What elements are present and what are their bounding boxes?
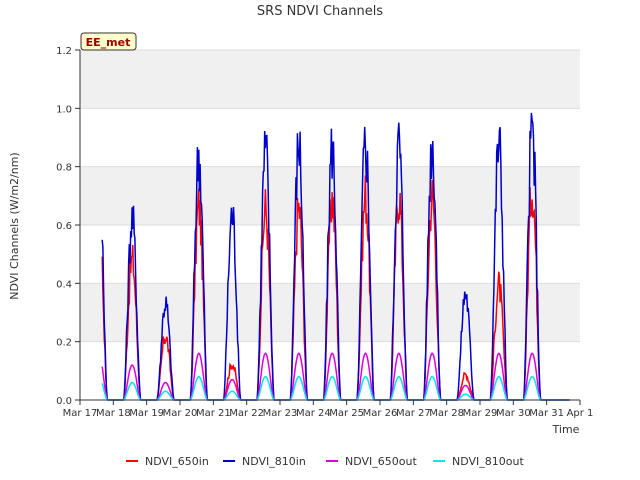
legend-label: NDVI_650in [145,455,209,468]
y-tick-label: 0.4 [56,279,72,290]
x-tick-label: Mar 27 [396,408,431,419]
y-tick-label: 1.0 [56,104,72,115]
x-tick-label: Mar 24 [296,408,331,419]
x-tick-label: Mar 20 [163,408,198,419]
band [80,341,580,400]
x-tick-label: Mar 31 [529,408,564,419]
x-tick-label: Mar 26 [363,408,398,419]
band [80,50,580,109]
y-tick-label: 0.8 [56,163,72,174]
x-tick-label: Mar 21 [196,408,231,419]
x-tick-label: Mar 17 [63,408,98,419]
y-tick-label: 0.0 [56,396,72,407]
band [80,108,580,167]
legend: NDVI_650in NDVI_810in NDVI_650out NDVI_810o… [126,455,524,468]
x-tick-label: Mar 30 [496,408,531,419]
legend-label: NDVI_810out [452,455,524,468]
x-tick-label: Mar 29 [463,408,498,419]
x-tick-label: Mar 19 [129,408,164,419]
x-tick-label: Mar 23 [263,408,298,419]
annotation-text: EE_met [86,36,131,49]
x-tick-label: Mar 25 [329,408,364,419]
chart-title: SRS NDVI Channels [257,4,383,19]
y-tick-label: 1.2 [56,46,72,57]
legend-label: NDVI_810in [242,455,306,468]
x-tick-label: Mar 22 [229,408,264,419]
x-tick-label: Mar 18 [96,408,131,419]
x-tick-label: Mar 28 [429,408,464,419]
annotation-badge: EE_met [80,32,137,51]
y-tick-label: 0.6 [56,221,72,232]
y-tick-label: 0.2 [56,338,72,349]
x-tick-label: Apr 1 [567,408,594,419]
legend-label: NDVI_650out [345,455,417,468]
x-axis-label: Time [552,423,580,436]
y-axis-label: NDVI Channels (W/m2/nm) [8,152,21,299]
